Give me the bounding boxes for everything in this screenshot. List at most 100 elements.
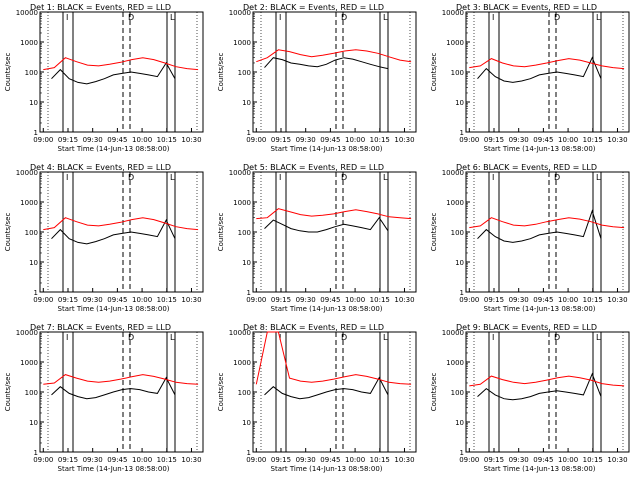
marker-label-d: D [341, 173, 347, 182]
y-tick-label: 10 [29, 419, 38, 427]
chart-title: Det 6: BLACK = Events, RED = LLD [456, 163, 597, 172]
marker-label-d: D [341, 13, 347, 22]
chart-panel-9: Det 9: BLACK = Events, RED = LLD 1 10 100 10… [430, 323, 630, 473]
series-line-events [51, 376, 176, 400]
marker-label-l: L [170, 333, 175, 342]
x-tick-label: 10:15 [370, 296, 390, 304]
marker-label-d: D [554, 173, 560, 182]
x-axis-label: Start Time (14-Jun-13 08:58:00) [58, 305, 170, 313]
x-axis-label: Start Time (14-Jun-13 08:58:00) [271, 465, 383, 473]
series-line-events [264, 216, 389, 233]
x-tick-label: 10:00 [558, 296, 578, 304]
x-tick-label: 09:45 [107, 296, 127, 304]
x-tick-label: 09:00 [246, 136, 266, 144]
y-tick-label: 100 [238, 69, 251, 77]
x-tick-label: 09:30 [83, 296, 103, 304]
y-axis-label: Counts/sec [430, 373, 438, 412]
x-tick-label: 09:15 [484, 456, 504, 464]
x-axis-label: Start Time (14-Jun-13 08:58:00) [271, 145, 383, 153]
chart-panel-5: Det 5: BLACK = Events, RED = LLD 1 10 100 10… [217, 163, 417, 313]
y-tick-label: 10 [242, 259, 251, 267]
y-tick-label: 10 [242, 99, 251, 107]
y-axis-label: Counts/sec [430, 213, 438, 252]
series-line-events [51, 62, 176, 85]
x-axis-label: Start Time (14-Jun-13 08:58:00) [484, 145, 596, 153]
series-line-lld [469, 217, 625, 229]
x-tick-label: 09:15 [58, 296, 78, 304]
y-tick-label: 10 [455, 99, 464, 107]
marker-label-l: L [383, 173, 388, 182]
series-line-events [477, 209, 602, 243]
chart-panel-1: Det 1: BLACK = Events, RED = LLD 1 10 100 10… [4, 3, 204, 153]
y-tick-label: 1 [34, 289, 38, 297]
x-tick-label: 09:00 [246, 296, 266, 304]
x-tick-label: 09:30 [296, 296, 316, 304]
x-tick-label: 10:30 [181, 296, 201, 304]
x-axis-label: Start Time (14-Jun-13 08:58:00) [484, 305, 596, 313]
y-axis-label: Counts/sec [217, 213, 225, 252]
x-tick-label: 09:00 [33, 136, 53, 144]
marker-label-l: L [170, 13, 175, 22]
x-tick-label: 10:15 [583, 136, 603, 144]
y-tick-label: 10000 [229, 329, 251, 337]
x-tick-label: 10:00 [132, 456, 152, 464]
chart-panel-7: Det 7: BLACK = Events, RED = LLD 1 10 100 10… [4, 323, 204, 473]
marker-label-l: L [383, 13, 388, 22]
y-tick-label: 10 [29, 99, 38, 107]
x-tick-label: 10:00 [345, 456, 365, 464]
x-tick-label: 09:45 [533, 136, 553, 144]
series-line-events [477, 56, 602, 83]
x-tick-label: 09:45 [320, 296, 340, 304]
y-tick-label: 10000 [229, 169, 251, 177]
x-tick-label: 09:00 [33, 456, 53, 464]
y-tick-label: 1000 [233, 39, 251, 47]
y-tick-label: 10000 [442, 329, 464, 337]
series-line-events [51, 218, 176, 245]
x-tick-label: 10:15 [583, 296, 603, 304]
y-tick-label: 10 [455, 419, 464, 427]
series-line-events [477, 372, 602, 401]
x-tick-label: 10:15 [583, 456, 603, 464]
marker-label-l: L [170, 173, 175, 182]
y-tick-label: 100 [451, 389, 464, 397]
x-tick-label: 09:00 [459, 456, 479, 464]
x-tick-label: 10:00 [345, 296, 365, 304]
y-tick-label: 1 [247, 129, 251, 137]
y-tick-label: 1000 [20, 359, 38, 367]
marker-label-d: D [554, 13, 560, 22]
x-tick-label: 09:30 [83, 136, 103, 144]
y-tick-label: 1 [34, 129, 38, 137]
plot-frame [252, 11, 417, 133]
x-tick-label: 10:30 [607, 136, 627, 144]
y-tick-label: 100 [238, 389, 251, 397]
chart-title: Det 7: BLACK = Events, RED = LLD [30, 323, 171, 332]
y-tick-label: 100 [25, 389, 38, 397]
x-tick-label: 09:30 [509, 136, 529, 144]
y-tick-label: 1 [460, 449, 464, 457]
x-tick-label: 09:30 [296, 136, 316, 144]
marker-label-i: I [66, 173, 68, 182]
y-tick-label: 1000 [20, 199, 38, 207]
y-tick-label: 10 [455, 259, 464, 267]
marker-label-d: D [341, 333, 347, 342]
x-tick-label: 10:30 [607, 296, 627, 304]
chart-panel-6: Det 6: BLACK = Events, RED = LLD 1 10 100 10… [430, 163, 630, 313]
y-tick-label: 10000 [16, 9, 38, 17]
x-tick-label: 10:15 [157, 296, 177, 304]
y-tick-label: 1000 [446, 359, 464, 367]
marker-label-l: L [596, 13, 601, 22]
x-tick-label: 10:30 [181, 136, 201, 144]
y-tick-label: 100 [25, 69, 38, 77]
plot-frame [252, 331, 417, 453]
y-tick-label: 1 [34, 449, 38, 457]
x-tick-label: 10:00 [345, 136, 365, 144]
x-tick-label: 10:00 [132, 296, 152, 304]
x-tick-label: 09:45 [107, 136, 127, 144]
y-tick-label: 10 [29, 259, 38, 267]
y-axis-label: Counts/sec [217, 53, 225, 92]
y-tick-label: 1000 [233, 359, 251, 367]
y-axis-label: Counts/sec [4, 213, 12, 252]
chart-title: Det 8: BLACK = Events, RED = LLD [243, 323, 384, 332]
chart-title: Det 1: BLACK = Events, RED = LLD [30, 3, 171, 12]
